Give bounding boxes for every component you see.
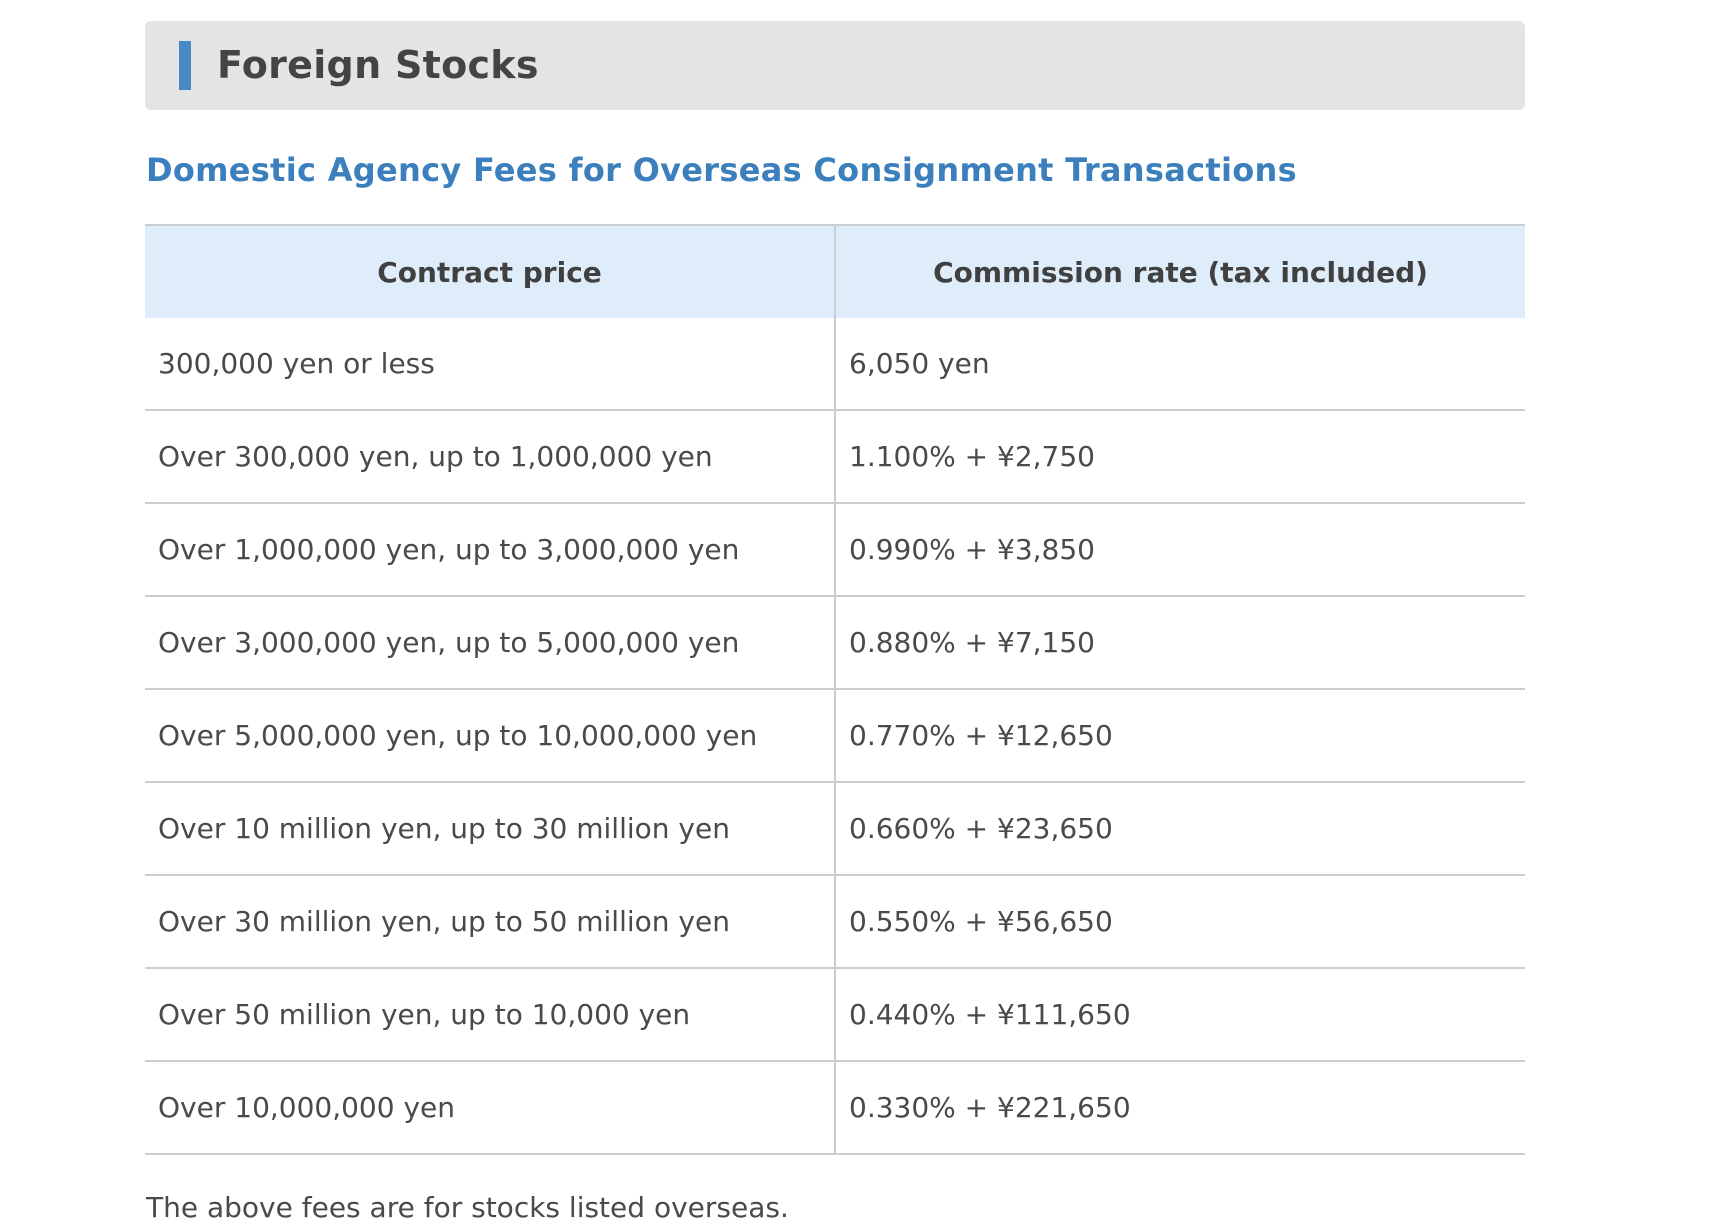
contract-price-cell: Over 300,000 yen, up to 1,000,000 yen [145,410,835,504]
table-header-row: Contract price Commission rate (tax incl… [145,224,1525,318]
column-header-contract-price: Contract price [145,224,835,318]
commission-rate-cell: 6,050 yen [834,318,1525,411]
contract-price-cell: Over 50 million yen, up to 10,000 yen [145,968,835,1062]
table-heading: Domestic Agency Fees for Overseas Consig… [146,151,1297,189]
commission-rate-cell: 0.440% + ¥111,650 [834,968,1525,1062]
commission-rate-cell: 1.100% + ¥2,750 [834,410,1525,504]
table-row: Over 3,000,000 yen, up to 5,000,000 yen … [145,596,1525,690]
commission-rate-cell: 0.990% + ¥3,850 [834,503,1525,597]
contract-price-cell: Over 10 million yen, up to 30 million ye… [145,782,835,876]
commission-rate-cell: 0.550% + ¥56,650 [834,875,1525,969]
contract-price-cell: Over 5,000,000 yen, up to 10,000,000 yen [145,689,835,783]
column-header-commission-rate: Commission rate (tax included) [834,224,1525,318]
table-row: Over 300,000 yen, up to 1,000,000 yen 1.… [145,410,1525,504]
section-title: Foreign Stocks [217,43,539,87]
table-row: Over 30 million yen, up to 50 million ye… [145,875,1525,969]
section-header: Foreign Stocks [145,21,1525,110]
commission-rate-cell: 0.330% + ¥221,650 [834,1061,1525,1155]
table-row: Over 1,000,000 yen, up to 3,000,000 yen … [145,503,1525,597]
commission-rate-cell: 0.880% + ¥7,150 [834,596,1525,690]
commission-rate-cell: 0.770% + ¥12,650 [834,689,1525,783]
contract-price-cell: Over 30 million yen, up to 50 million ye… [145,875,835,969]
commission-table: Contract price Commission rate (tax incl… [145,224,1525,1155]
contract-price-cell: Over 3,000,000 yen, up to 5,000,000 yen [145,596,835,690]
table-row: Over 5,000,000 yen, up to 10,000,000 yen… [145,689,1525,783]
table-row: 300,000 yen or less 6,050 yen [145,318,1525,411]
footnote: The above fees are for stocks listed ove… [146,1191,789,1224]
table-row: Over 10 million yen, up to 30 million ye… [145,782,1525,876]
contract-price-cell: Over 10,000,000 yen [145,1061,835,1155]
commission-rate-cell: 0.660% + ¥23,650 [834,782,1525,876]
table-row: Over 10,000,000 yen 0.330% + ¥221,650 [145,1061,1525,1155]
contract-price-cell: Over 1,000,000 yen, up to 3,000,000 yen [145,503,835,597]
accent-bar [179,41,191,90]
table-row: Over 50 million yen, up to 10,000 yen 0.… [145,968,1525,1062]
contract-price-cell: 300,000 yen or less [145,318,835,411]
